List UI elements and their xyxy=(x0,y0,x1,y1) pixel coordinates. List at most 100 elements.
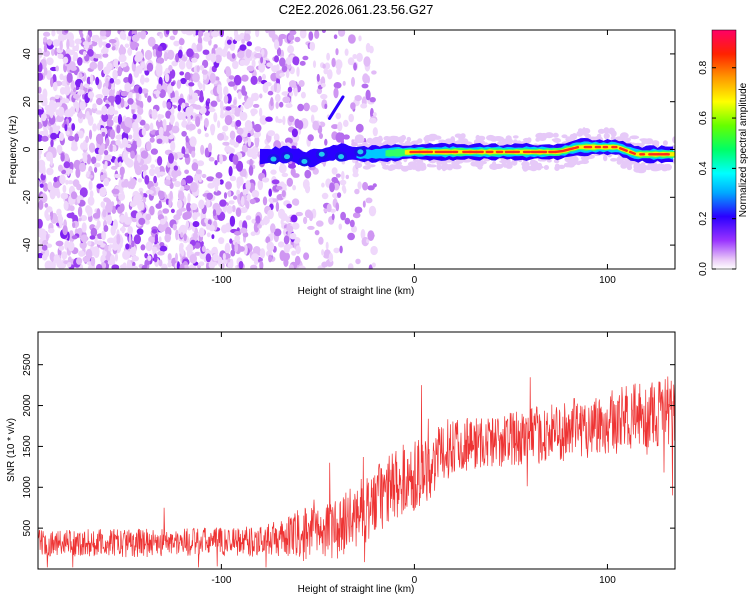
heatmap-blob xyxy=(238,261,244,269)
heatmap-blob xyxy=(302,55,309,61)
heatmap-blob xyxy=(280,218,284,226)
heatmap-blob xyxy=(62,184,67,193)
heatmap-blob xyxy=(210,125,215,136)
ridge-core-segment xyxy=(619,147,628,152)
heatmap-blob xyxy=(131,240,135,248)
heatmap-halo xyxy=(407,161,418,167)
heatmap-blob xyxy=(144,175,150,185)
heatmap-blob xyxy=(205,253,212,263)
heatmap-blob xyxy=(253,221,259,233)
heatmap-blob xyxy=(214,54,222,64)
heatmap-blob xyxy=(113,236,117,245)
bottom-y-ticks: 500 1000 1500 2000 2500 xyxy=(22,353,675,536)
heatmap-blob xyxy=(251,59,256,68)
heatmap-halo xyxy=(633,163,639,170)
heatmap-blob xyxy=(46,167,54,176)
heatmap-blob xyxy=(86,206,93,217)
heatmap-blob xyxy=(38,72,44,81)
heatmap-blob xyxy=(55,240,64,247)
heatmap-blob xyxy=(101,230,106,241)
heatmap-blob xyxy=(237,51,245,59)
heatmap-blob xyxy=(217,133,225,141)
heatmap-blob xyxy=(221,48,227,58)
heatmap-blob xyxy=(54,187,60,194)
heatmap-blob xyxy=(139,77,144,84)
bottom-y-tick-label: 1000 xyxy=(22,476,33,499)
heatmap-blob xyxy=(104,30,112,38)
colorbar-tick-label: 0.6 xyxy=(698,111,709,125)
heatmap-blob xyxy=(89,190,94,198)
heatmap-blob xyxy=(93,57,99,62)
heatmap-blob xyxy=(351,142,358,147)
heatmap-blob xyxy=(354,188,360,195)
heatmap-blob xyxy=(82,51,87,57)
heatmap-blob xyxy=(42,165,46,176)
heatmap-blob xyxy=(166,101,172,109)
heatmap-halo xyxy=(629,135,640,140)
heatmap-blob xyxy=(114,94,122,105)
heatmap-blob xyxy=(215,172,223,179)
heatmap-blob xyxy=(165,131,170,137)
heatmap-blob xyxy=(51,48,55,56)
heatmap-halo xyxy=(502,139,509,146)
heatmap-blob xyxy=(49,209,54,221)
heatmap-blob xyxy=(274,55,279,63)
heatmap-blob xyxy=(288,115,295,123)
heatmap-blob xyxy=(212,253,220,262)
heatmap-blob xyxy=(77,196,81,204)
heatmap-blob xyxy=(170,140,176,152)
heatmap-blob xyxy=(153,253,158,263)
heatmap-blob xyxy=(198,199,205,210)
heatmap-halo xyxy=(451,160,456,166)
heatmap-blob xyxy=(67,262,72,268)
heatmap-blob xyxy=(137,107,144,115)
heatmap-blob xyxy=(159,218,166,225)
heatmap-blob xyxy=(201,173,207,179)
heatmap-blob xyxy=(53,176,58,183)
heatmap-blob xyxy=(41,253,48,261)
heatmap-blob xyxy=(54,94,60,100)
heatmap-blob xyxy=(286,225,294,233)
heatmap-blob xyxy=(140,61,145,69)
heatmap-blob xyxy=(82,153,88,164)
heatmap-blob xyxy=(335,112,342,120)
heatmap-blob xyxy=(208,107,216,113)
heatmap-blob xyxy=(44,96,48,102)
heatmap-blob xyxy=(298,265,306,269)
heatmap-blob xyxy=(169,190,173,200)
heatmap-blob xyxy=(103,178,110,187)
heatmap-blob xyxy=(223,192,228,199)
heatmap-blob xyxy=(88,142,96,153)
heatmap-blob xyxy=(335,132,344,143)
heatmap-blob xyxy=(169,35,176,41)
heatmap-blob xyxy=(75,43,79,52)
heatmap-blob xyxy=(210,100,218,107)
ridge-patch-core xyxy=(270,156,277,162)
heatmap-blob xyxy=(228,81,236,87)
heatmap-blob xyxy=(229,147,234,154)
heatmap-halo xyxy=(475,134,481,141)
heatmap-blob xyxy=(291,222,300,230)
heatmap-blob xyxy=(69,205,75,212)
heatmap-halo xyxy=(588,136,598,140)
heatmap-blob xyxy=(344,48,349,56)
heatmap-blob xyxy=(279,57,286,67)
heatmap-blob xyxy=(145,213,152,221)
heatmap-blob xyxy=(99,186,107,197)
ridge-core-segment xyxy=(629,150,636,155)
heatmap-blob xyxy=(178,60,186,70)
heatmap-blob xyxy=(348,34,356,44)
heatmap-blob xyxy=(108,39,117,44)
heatmap-blob xyxy=(79,187,88,198)
heatmap-blob xyxy=(95,263,103,269)
heatmap-blob xyxy=(349,219,355,228)
heatmap-blob xyxy=(271,198,279,203)
heatmap-blob xyxy=(110,165,118,170)
heatmap-blob xyxy=(285,68,290,79)
heatmap-blob xyxy=(250,231,256,237)
heatmap-blob xyxy=(275,64,280,73)
heatmap-blob xyxy=(372,112,377,117)
heatmap-blob xyxy=(39,183,44,188)
heatmap-blob xyxy=(229,238,233,244)
heatmap-blob xyxy=(163,121,167,132)
